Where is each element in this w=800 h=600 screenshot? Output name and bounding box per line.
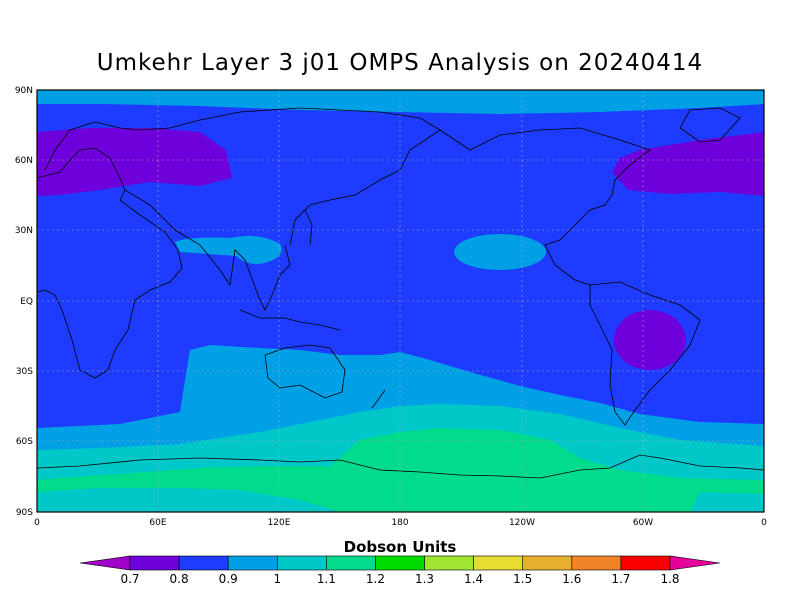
colorbar-tick-label: 1.5	[513, 572, 532, 586]
colorbar-tick-label: 0.7	[120, 572, 139, 586]
lon-label-0-east: 0	[761, 518, 767, 528]
lon-label-120w: 120W	[509, 518, 535, 528]
lat-label-eq: EQ	[20, 297, 33, 307]
lat-label-60s: 60S	[16, 437, 33, 447]
lat-label-30n: 30N	[15, 226, 33, 236]
colorbar-tick-label: 1.4	[464, 572, 483, 586]
field-band-south-1-11-lower	[37, 488, 340, 512]
colorbar-tick-label: 1	[273, 572, 281, 586]
map-title: Umkehr Layer 3 j01 OMPS Analysis on 2024…	[96, 50, 704, 76]
field-lobe-america-07-08	[612, 132, 764, 196]
field-band-north-09-1	[37, 90, 764, 114]
longitude-labels: 0 60E 120E 180 120W 60W 0	[34, 518, 767, 528]
colorbar: 0.7 0.8 0.9 1 1.1 1.2 1.3 1.4 1.5 1.6 1.7 1.8	[79, 555, 721, 586]
field-layer	[37, 90, 764, 512]
colorbar-swatch	[129, 555, 180, 571]
field-blob-pacific-09-1	[454, 234, 546, 270]
field-lobe-brazil-07-08	[614, 310, 686, 370]
colorbar-swatch	[227, 555, 278, 571]
colorbar-swatch	[620, 555, 671, 571]
lat-label-90n: 90N	[15, 86, 33, 96]
colorbar-tick-label: 1.3	[415, 572, 434, 586]
field-band-south-1-11-lower-east	[690, 492, 764, 512]
lon-label-60w: 60W	[633, 518, 653, 528]
colorbar-swatch	[178, 555, 229, 571]
colorbar-tick-label: 1.6	[562, 572, 581, 586]
colorbar-arrow-high	[669, 555, 721, 571]
lon-label-120e: 120E	[268, 518, 291, 528]
colorbar-swatch	[473, 555, 524, 571]
colorbar-arrow-low	[79, 555, 131, 571]
lat-label-30s: 30S	[16, 367, 33, 377]
colorbar-units-label: Dobson Units	[344, 538, 457, 556]
colorbar-swatch	[276, 555, 327, 571]
colorbar-swatch	[571, 555, 622, 571]
lat-label-60n: 60N	[15, 156, 33, 166]
colorbar-tick-label: 1.8	[660, 572, 679, 586]
latitude-labels: 90N 60N 30N EQ 30S 60S 90S	[15, 86, 33, 518]
colorbar-tick-label: 1.7	[611, 572, 630, 586]
coastlines	[37, 107, 764, 479]
colorbar-swatch	[375, 555, 425, 571]
lon-label-0-west: 0	[34, 518, 40, 528]
lat-label-90s: 90S	[16, 508, 33, 518]
colorbar-tick-label: 0.8	[170, 572, 189, 586]
lon-label-60e: 60E	[149, 518, 166, 528]
graticule	[37, 90, 764, 512]
colorbar-tick-label: 1.1	[317, 572, 336, 586]
field-blob-asia-09-1	[175, 236, 282, 264]
colorbar-swatch	[424, 555, 474, 571]
colorbar-tick-label: 0.9	[219, 572, 238, 586]
field-lobe-europe-07-08	[37, 128, 232, 196]
colorbar-tick-label: 1.2	[366, 572, 385, 586]
lon-label-180: 180	[391, 518, 408, 528]
colorbar-swatch	[522, 555, 573, 571]
colorbar-swatch	[326, 555, 376, 571]
plot-frame	[36, 89, 765, 513]
